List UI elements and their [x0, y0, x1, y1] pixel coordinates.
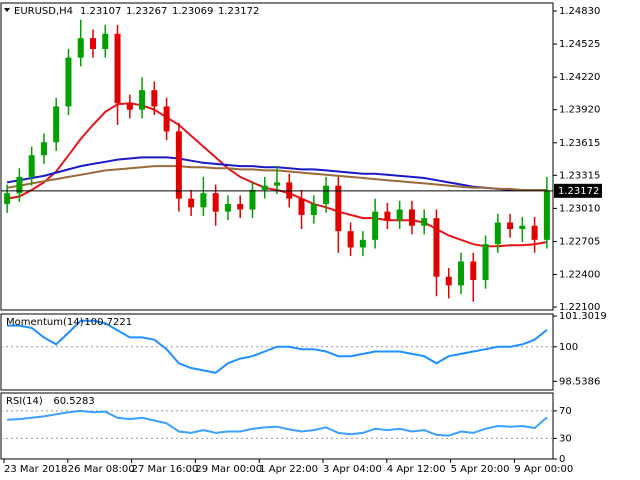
candle-body: [298, 198, 305, 215]
candle-body: [249, 189, 256, 210]
x-tick-label: 5 Apr 20:00: [451, 464, 510, 475]
header-price: 1.23069: [172, 6, 213, 17]
candle-body: [543, 190, 550, 240]
x-tick-label: 9 Apr 00:00: [514, 464, 573, 475]
candle-body: [458, 261, 464, 286]
header-price: 1.23107: [80, 6, 121, 17]
y-tick-label: 1.23615: [559, 138, 600, 149]
panel-frame: [0, 2, 554, 311]
candle-body: [482, 244, 489, 280]
last-price-label: 1.23172: [558, 186, 599, 197]
y-tick-label: 1.23315: [559, 170, 600, 181]
indicator-title: RSI(14): [6, 396, 43, 407]
candle-body: [16, 176, 23, 194]
y-tick-label: 30: [559, 433, 572, 444]
candle-body: [237, 204, 244, 210]
y-tick-label: 1.24525: [559, 39, 600, 50]
candle-body: [126, 103, 133, 110]
candle-body: [433, 218, 440, 277]
candle-body: [65, 57, 72, 107]
candle-body: [212, 193, 219, 212]
indicator-title: Momentum(14): [6, 317, 84, 328]
y-tick-label: 1.22705: [559, 236, 600, 247]
indicator-line: [7, 409, 548, 437]
indicator-value: 60.5283: [53, 396, 94, 407]
y-tick-label: 101.3019: [559, 311, 607, 322]
candle-body: [323, 185, 330, 205]
candle-body: [470, 261, 477, 280]
x-tick-label: 26 Mar 08:00: [68, 464, 135, 475]
menu-arrow: [4, 8, 10, 12]
panel-frame: [0, 313, 554, 391]
candle-body: [40, 142, 47, 156]
y-tick-label: 1.22100: [559, 302, 600, 313]
candle-body: [53, 106, 60, 143]
candle-body: [519, 225, 526, 229]
candle-body: [347, 231, 354, 248]
candle-body: [494, 222, 501, 245]
candle-body: [396, 209, 403, 221]
panel-frame: [0, 392, 554, 460]
candle-body: [531, 225, 538, 240]
y-tick-label: 0: [559, 454, 565, 465]
y-tick-label: 70: [559, 406, 572, 417]
candle-body: [188, 198, 195, 208]
y-tick-label: 100: [559, 342, 578, 353]
candle-body: [163, 106, 170, 132]
candle-body: [359, 239, 366, 248]
candle-body: [151, 90, 158, 107]
candle-body: [77, 38, 84, 58]
candle-body: [114, 33, 121, 104]
x-tick-label: 27 Mar 16:00: [132, 464, 199, 475]
candle-body: [408, 209, 415, 226]
candle-body: [28, 155, 35, 177]
indicator-value: 100.7221: [84, 317, 132, 328]
header-price: 1.23172: [218, 6, 259, 17]
candle-body: [224, 204, 231, 212]
candle-body: [200, 193, 207, 208]
candle-body: [102, 33, 109, 49]
candle-body: [261, 185, 268, 190]
candle-body: [445, 276, 452, 286]
candle-body: [4, 193, 11, 205]
indicator-line: [7, 319, 548, 374]
x-tick-label: 1 Apr 22:00: [259, 464, 318, 475]
x-tick-label: 3 Apr 04:00: [323, 464, 382, 475]
candle-body: [421, 218, 428, 226]
y-tick-label: 1.24830: [559, 6, 600, 17]
symbol: EURUSD,H4: [14, 6, 73, 17]
candle-body: [310, 204, 317, 215]
y-tick-label: 98.5386: [559, 376, 600, 387]
x-tick-label: 23 Mar 2018: [4, 464, 67, 475]
last-price-box: [554, 183, 602, 198]
candle-body: [384, 211, 391, 221]
candle-body: [274, 182, 280, 186]
candle-body: [175, 131, 182, 199]
candle-body: [335, 185, 342, 232]
header-price: 1.23267: [126, 6, 167, 17]
candle-body: [507, 222, 514, 229]
candle-body: [139, 90, 146, 110]
x-tick-label: 4 Apr 12:00: [387, 464, 446, 475]
x-tick-label: 29 Mar 00:00: [195, 464, 262, 475]
y-tick-label: 1.22400: [559, 270, 600, 281]
candle-body: [372, 211, 379, 240]
y-tick-label: 1.24220: [559, 72, 600, 83]
candle-body: [90, 38, 96, 49]
y-tick-label: 1.23010: [559, 203, 600, 214]
y-tick-label: 1.23920: [559, 105, 600, 116]
